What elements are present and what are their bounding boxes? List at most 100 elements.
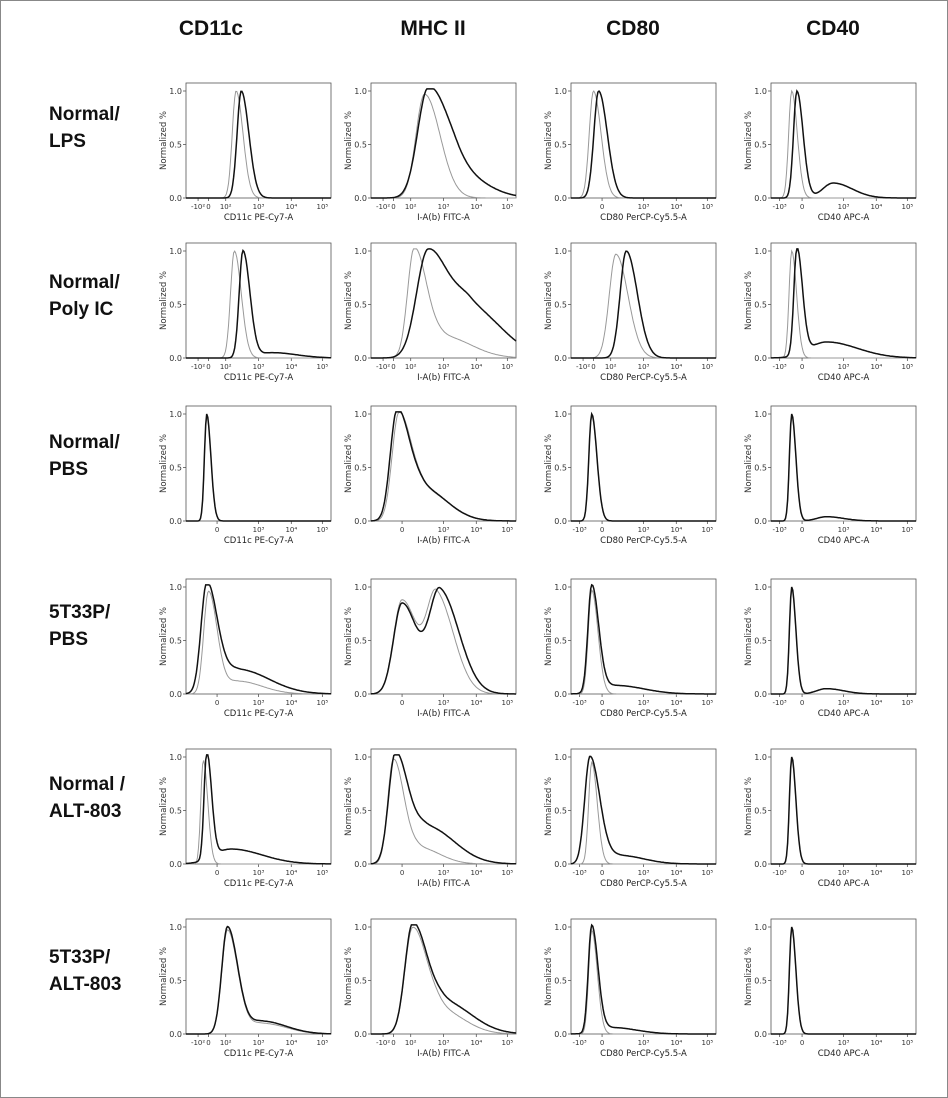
x-tick-label: 0 <box>800 1039 804 1047</box>
x-tick-label: 10⁵ <box>902 363 914 371</box>
x-axis-label: CD11c PE-Cy7-A <box>224 1049 293 1059</box>
y-axis-label: Normalized % <box>744 271 754 330</box>
x-tick-label: 10⁴ <box>870 363 882 371</box>
y-tick-label: 0.5 <box>169 637 182 646</box>
control-histogram-line <box>571 253 716 359</box>
plot-frame <box>370 242 517 359</box>
histogram-svg: 1.0 0.5 0.0 Normalized % -10³ 0 10³ 10⁴ 10⁵ CD40 … <box>744 918 917 1059</box>
treated-histogram-line <box>771 413 916 522</box>
control-histogram-line <box>186 760 331 865</box>
x-axis-label: I-A(b) FITC-A <box>417 213 470 223</box>
treated-histogram-line <box>771 586 916 695</box>
y-tick-label: 0.0 <box>354 860 367 869</box>
x-tick-label: 10³ <box>638 203 650 211</box>
x-axis-label: CD80 PerCP-Cy5.5-A <box>600 373 687 383</box>
y-axis-label: Normalized % <box>744 777 754 836</box>
treated-histogram-line <box>771 89 916 199</box>
y-axis-label: Normalized % <box>159 777 169 836</box>
x-tick-label: -10³ <box>573 869 587 877</box>
x-tick-label: 10³ <box>438 699 450 707</box>
y-tick-label: 0.0 <box>169 690 182 699</box>
x-tick-label: 10³ <box>438 526 450 534</box>
plot-frame <box>570 242 717 359</box>
y-axis-label: Normalized % <box>159 947 169 1006</box>
y-axis-label: Normalized % <box>744 111 754 170</box>
x-axis-label: CD40 APC-A <box>818 879 870 889</box>
x-tick-label: 0 <box>600 203 604 211</box>
y-axis-label: Normalized % <box>344 607 354 666</box>
histogram-panel-r5-c2: 1.0 0.5 0.0 Normalized % -10³ 0 10³ 10⁴ 10⁵ CD80 … <box>541 911 718 1068</box>
x-axis-label: CD80 PerCP-Cy5.5-A <box>600 1049 687 1059</box>
x-tick-label: 10⁴ <box>285 526 297 534</box>
y-tick-label: 0.5 <box>554 301 567 310</box>
x-tick-label: 10⁵ <box>702 203 714 211</box>
row-label-1: Normal/Poly IC <box>49 269 120 323</box>
y-tick-label: 0.5 <box>554 807 567 816</box>
x-tick-label: 10⁴ <box>870 203 882 211</box>
y-tick-label: 1.0 <box>169 753 182 762</box>
x-tick-label: 10³ <box>638 1039 650 1047</box>
y-tick-label: 0.0 <box>169 194 182 203</box>
x-tick-label: 10⁴ <box>870 526 882 534</box>
y-tick-label: 1.0 <box>554 87 567 96</box>
histogram-svg: 1.0 0.5 0.0 Normalized % -10² 0 10² 10³ 10⁴ 10⁵ CD… <box>159 918 332 1059</box>
x-tick-label: 10⁵ <box>502 526 514 534</box>
y-tick-label: 1.0 <box>169 247 182 256</box>
y-tick-label: 1.0 <box>754 583 767 592</box>
x-tick-label: 10³ <box>253 869 265 877</box>
control-histogram-line <box>186 250 331 359</box>
histogram-panel-r5-c3: 1.0 0.5 0.0 Normalized % -10³ 0 10³ 10⁴ 10⁵ CD40 … <box>741 911 918 1068</box>
x-tick-label: 10³ <box>438 1039 450 1047</box>
x-tick-label: 10⁵ <box>317 869 329 877</box>
y-tick-label: 0.5 <box>754 464 767 473</box>
histogram-panel-r0-c0: 1.0 0.5 0.0 Normalized % -10² 0 10² 10³ 10⁴ 10⁵ CD… <box>156 75 333 232</box>
histogram-panel-r4-c2: 1.0 0.5 0.0 Normalized % -10³ 0 10³ 10⁴ 10⁵ CD80 … <box>541 741 718 898</box>
x-tick-label: -10³ <box>773 526 787 534</box>
x-tick-label: 10³ <box>838 869 850 877</box>
histogram-panel-r0-c1: 1.0 0.5 0.0 Normalized % -10² 0 10² 10³ 10⁴ 10⁵ I-… <box>341 75 518 232</box>
y-tick-label: 0.0 <box>554 690 567 699</box>
plot-frame <box>370 918 517 1035</box>
x-tick-label: 10⁴ <box>285 1039 297 1047</box>
control-histogram-line <box>771 415 916 522</box>
x-tick-label: 10³ <box>253 363 265 371</box>
x-tick-label: 10⁴ <box>285 699 297 707</box>
treated-histogram-line <box>571 583 716 695</box>
histogram-svg: 1.0 0.5 0.0 Normalized % 0 10³ 10⁴ 10⁵ CD80 PerC… <box>544 82 717 223</box>
histogram-svg: 1.0 0.5 0.0 Normalized % -10³ 0 10³ 10⁴ 10⁵ CD40 … <box>744 405 917 546</box>
x-tick-label: 10⁵ <box>702 1039 714 1047</box>
x-tick-label: -10² <box>376 203 390 211</box>
y-axis-label: Normalized % <box>544 607 554 666</box>
y-tick-label: 0.5 <box>754 977 767 986</box>
y-tick-label: 0.5 <box>754 301 767 310</box>
x-tick-label: 10² <box>605 363 617 371</box>
x-tick-label: -10³ <box>773 203 787 211</box>
histogram-svg: 1.0 0.5 0.0 Normalized % 0 10³ 10⁴ 10⁵ CD11c PE-… <box>159 578 332 719</box>
plot-frame <box>185 578 332 695</box>
treated-histogram-line <box>371 924 517 1035</box>
row-label-line: LPS <box>49 131 86 152</box>
x-tick-label: 10⁴ <box>285 203 297 211</box>
y-axis-label: Normalized % <box>344 111 354 170</box>
x-tick-label: -10³ <box>773 699 787 707</box>
control-histogram-line <box>571 414 716 522</box>
histogram-panel-r4-c0: 1.0 0.5 0.0 Normalized % 0 10³ 10⁴ 10⁵ CD11c PE-… <box>156 741 333 898</box>
y-axis-label: Normalized % <box>744 607 754 666</box>
y-tick-label: 0.5 <box>169 301 182 310</box>
row-label-4: Normal / ALT-803 <box>49 771 125 825</box>
row-label-line: ALT-803 <box>49 801 122 822</box>
x-axis-label: I-A(b) FITC-A <box>417 709 470 719</box>
x-tick-label: 10³ <box>838 363 850 371</box>
row-label-2: Normal/PBS <box>49 429 120 483</box>
x-tick-label: 10³ <box>838 1039 850 1047</box>
x-tick-label: -10³ <box>773 1039 787 1047</box>
histogram-svg: 1.0 0.5 0.0 Normalized % -10² 0 10² 10³ 10⁴ 10⁵ CD… <box>544 242 717 383</box>
y-axis-label: Normalized % <box>744 434 754 493</box>
row-label-line: 5T33P/ <box>49 602 111 623</box>
y-tick-label: 0.0 <box>354 690 367 699</box>
x-tick-label: 10⁴ <box>470 1039 482 1047</box>
row-label-line: Normal/ <box>49 104 120 125</box>
column-header-1: MHC II <box>400 17 466 40</box>
control-histogram-line <box>370 758 516 865</box>
x-tick-label: 10⁵ <box>902 869 914 877</box>
